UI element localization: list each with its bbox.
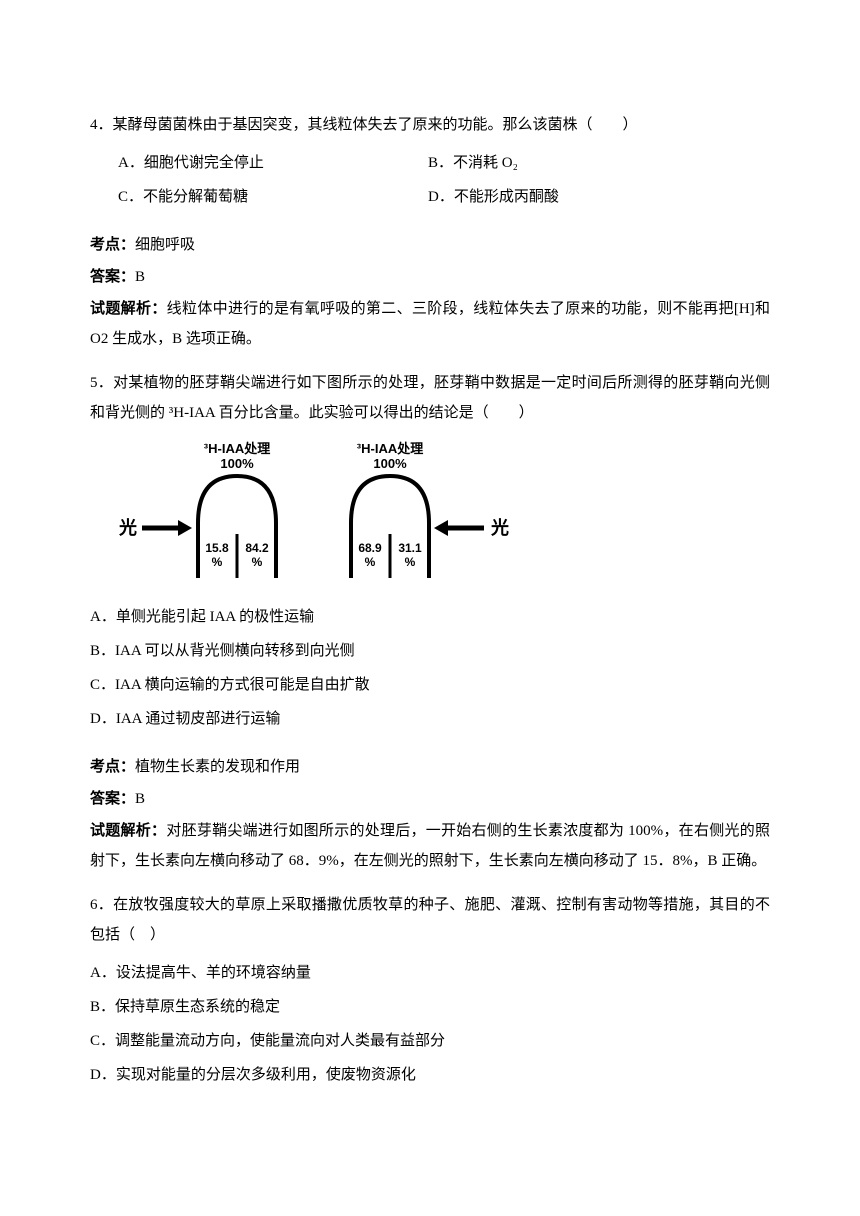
q6-option-a: A．设法提高牛、羊的环境容纳量 <box>90 958 770 988</box>
q4-topic: 考点：细胞呼吸 <box>90 230 770 260</box>
q6-option-b: B．保持草原生态系统的稳定 <box>90 992 770 1022</box>
q5-stem: 5．对某植物的胚芽鞘尖端进行如下图所示的处理，胚芽鞘中数据是一定时间后所测得的胚… <box>90 368 770 428</box>
q5-topic-label: 考点： <box>90 759 135 775</box>
left-arrow-head <box>178 520 192 536</box>
q5-analysis-text: 对胚芽鞘尖端进行如图所示的处理后，一开始右侧的生长素浓度都为 100%，在右侧光… <box>90 823 770 869</box>
q5-answer-value: B <box>135 791 145 807</box>
fig-left-top-pct: 100% <box>220 456 254 471</box>
q5-option-d: D．IAA 通过韧皮部进行运输 <box>90 704 770 734</box>
left-left-pct-val: 15.8 <box>205 541 229 555</box>
q5-analysis: 试题解析：对胚芽鞘尖端进行如图所示的处理后，一开始右侧的生长素浓度都为 100%… <box>90 816 770 876</box>
q5-figure: ³H-IAA处理 100% 15.8 % 84.2 % 光 ³H-IAA处理 1… <box>90 438 770 588</box>
left-light-label: 光 <box>118 517 137 538</box>
left-right-pct-unit: % <box>252 555 263 569</box>
q4-topic-value: 细胞呼吸 <box>135 237 195 253</box>
q4-options-row-1: A．细胞代谢完全停止 B．不消耗 O₂ <box>90 148 770 178</box>
right-right-pct-unit: % <box>405 555 416 569</box>
q5-topic-value: 植物生长素的发现和作用 <box>135 759 300 775</box>
q4-answer-label: 答案： <box>90 269 135 285</box>
q5-option-a: A．单侧光能引起 IAA 的极性运输 <box>90 602 770 632</box>
question-4: 4．某酵母菌菌株由于基因突变，其线粒体失去了原来的功能。那么该菌株（ ） A．细… <box>90 110 770 354</box>
q5-option-c: C．IAA 横向运输的方式很可能是自由扩散 <box>90 670 770 700</box>
q4-options-row-2: C．不能分解葡萄糖 D．不能形成丙酮酸 <box>90 182 770 212</box>
fig-right-top-pct: 100% <box>373 456 407 471</box>
q6-stem: 6．在放牧强度较大的草原上采取播撒优质牧草的种子、施肥、灌溉、控制有害动物等措施… <box>90 890 770 950</box>
q4-option-b: B．不消耗 O₂ <box>428 148 738 178</box>
question-6: 6．在放牧强度较大的草原上采取播撒优质牧草的种子、施肥、灌溉、控制有害动物等措施… <box>90 890 770 1090</box>
q4-analysis: 试题解析：线粒体中进行的是有氧呼吸的第二、三阶段，线粒体失去了原来的功能，则不能… <box>90 294 770 354</box>
q4-stem: 4．某酵母菌菌株由于基因突变，其线粒体失去了原来的功能。那么该菌株（ ） <box>90 110 770 140</box>
right-left-pct-unit: % <box>365 555 376 569</box>
q5-answer: 答案：B <box>90 784 770 814</box>
q5-option-b: B．IAA 可以从背光侧横向转移到向光侧 <box>90 636 770 666</box>
left-left-pct-unit: % <box>212 555 223 569</box>
q4-option-a: A．细胞代谢完全停止 <box>118 148 428 178</box>
right-right-pct-val: 31.1 <box>398 541 422 555</box>
fig-right-top-label: ³H-IAA处理 <box>357 441 423 456</box>
q6-option-c: C．调整能量流动方向，使能量流向对人类最有益部分 <box>90 1026 770 1056</box>
coleoptile-diagram: ³H-IAA处理 100% 15.8 % 84.2 % 光 ³H-IAA处理 1… <box>90 438 530 588</box>
fig-left-top-label: ³H-IAA处理 <box>204 441 270 456</box>
q4-answer: 答案：B <box>90 262 770 292</box>
q4-analysis-label: 试题解析： <box>90 301 167 317</box>
q4-answer-value: B <box>135 269 145 285</box>
q5-analysis-label: 试题解析： <box>90 823 166 839</box>
question-5: 5．对某植物的胚芽鞘尖端进行如下图所示的处理，胚芽鞘中数据是一定时间后所测得的胚… <box>90 368 770 876</box>
q4-analysis-text: 线粒体中进行的是有氧呼吸的第二、三阶段，线粒体失去了原来的功能，则不能再把[H]… <box>90 301 770 347</box>
q6-option-d: D．实现对能量的分层次多级利用，使废物资源化 <box>90 1060 770 1090</box>
q4-option-c: C．不能分解葡萄糖 <box>118 182 428 212</box>
left-right-pct-val: 84.2 <box>245 541 269 555</box>
right-left-pct-val: 68.9 <box>358 541 382 555</box>
right-light-label: 光 <box>490 517 509 538</box>
q5-topic: 考点：植物生长素的发现和作用 <box>90 752 770 782</box>
right-arrow-head <box>434 520 448 536</box>
q5-answer-label: 答案： <box>90 791 135 807</box>
q4-option-d: D．不能形成丙酮酸 <box>428 182 738 212</box>
q4-topic-label: 考点： <box>90 237 135 253</box>
